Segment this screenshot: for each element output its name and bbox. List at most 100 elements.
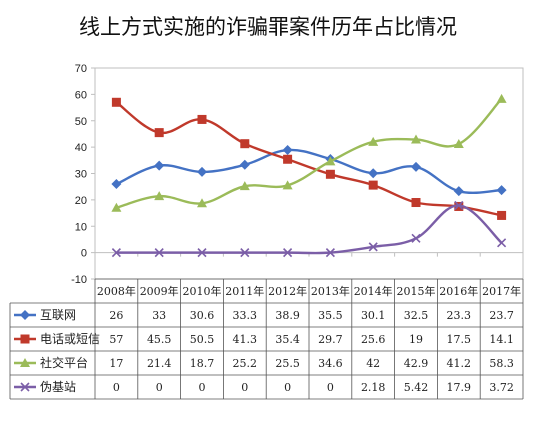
legend-key (14, 310, 36, 320)
series-layer (111, 93, 507, 258)
data-label: 0 (199, 381, 206, 394)
data-label: 50.5 (190, 333, 215, 346)
x-tick-label: 2013年 (311, 284, 350, 298)
x-tick-label: 2012年 (268, 284, 307, 298)
data-label: 33 (152, 309, 166, 322)
legend-key (14, 334, 36, 344)
data-point-square (197, 114, 207, 124)
data-point-x (454, 200, 464, 210)
data-label: 38.9 (275, 309, 300, 322)
data-label: 29.7 (318, 333, 343, 346)
data-point-triangle (20, 358, 30, 367)
data-point-x (197, 248, 207, 258)
data-point-square (325, 169, 335, 179)
data-point-triangle (111, 202, 122, 212)
series-2 (111, 97, 507, 220)
data-point-triangle (368, 136, 379, 146)
data-label: 32.5 (404, 309, 429, 322)
data-point-diamond (239, 159, 250, 170)
x-tick-label: 2008年 (97, 284, 136, 298)
data-point-x (497, 238, 507, 248)
data-label: 34.6 (318, 357, 343, 370)
data-point-diamond (111, 179, 122, 190)
data-label: 18.7 (190, 357, 215, 370)
x-tick-label: 2009年 (140, 284, 179, 298)
data-label: 57 (109, 333, 123, 346)
data-point-diamond (20, 310, 30, 320)
data-label: 26 (109, 309, 123, 322)
data-point-triangle (453, 138, 464, 148)
data-table: 2008年 2009年 2010年 2011年 2012年 2013年 2014年 2015年… (9, 278, 524, 400)
data-point-x (325, 248, 335, 258)
legend-label: 电话或短信 (40, 332, 100, 346)
data-point-triangle (197, 198, 207, 208)
series-line (116, 98, 503, 209)
data-point-triangle (411, 134, 421, 144)
data-point-x (411, 233, 421, 243)
data-point-diamond (282, 145, 293, 156)
data-label: 25.2 (233, 357, 258, 370)
data-point-diamond (197, 166, 207, 177)
data-point-diamond (368, 168, 379, 179)
series-3 (111, 93, 507, 212)
data-point-diamond (496, 185, 507, 196)
data-label: 17 (109, 357, 123, 370)
data-label: 21.4 (147, 357, 172, 370)
series-line (115, 148, 502, 194)
data-point-square (283, 154, 293, 164)
data-label: 17.9 (447, 381, 472, 394)
data-point-triangle (239, 181, 250, 191)
data-label: 58.3 (489, 357, 514, 370)
data-label: 2.18 (361, 381, 386, 394)
y-tick-label: 50 (75, 116, 87, 128)
legend-label: 社交平台 (40, 355, 88, 370)
data-label: 0 (113, 381, 120, 394)
data-label: 42.9 (404, 357, 429, 370)
y-tick-label: 60 (75, 89, 87, 101)
data-label: 30.6 (190, 309, 215, 322)
data-label: 35.4 (275, 333, 300, 346)
data-point-square (20, 334, 30, 344)
data-point-square (240, 139, 250, 149)
data-point-diamond (453, 186, 464, 197)
data-label: 30.1 (361, 309, 386, 322)
data-point-triangle (325, 156, 336, 166)
data-label: 35.5 (318, 309, 343, 322)
data-point-diamond (411, 161, 421, 172)
data-label: 25.5 (275, 357, 300, 370)
data-point-triangle (496, 93, 507, 103)
data-point-triangle (282, 180, 293, 190)
data-label: 0 (327, 381, 334, 394)
data-label: 42 (366, 357, 380, 370)
data-point-square (154, 128, 164, 138)
data-point-x (154, 248, 164, 258)
y-tick-label: 40 (75, 142, 87, 154)
legend-key (14, 358, 36, 367)
data-point-x (20, 382, 30, 392)
chart-title: 线上方式实施的诈骗罪案件历年占比情况 (79, 15, 457, 39)
y-tick-label: 70 (75, 63, 87, 75)
data-label: 0 (156, 381, 163, 394)
x-tick-label: 2016年 (439, 284, 478, 298)
data-point-square (497, 210, 507, 220)
x-tick-label: 2010年 (183, 284, 222, 298)
data-label: 5.42 (404, 381, 429, 394)
series-line (115, 101, 502, 217)
data-point-x (368, 242, 378, 252)
data-label: 33.3 (233, 309, 258, 322)
data-point-triangle (154, 191, 165, 201)
x-tick-label: 2014年 (354, 284, 393, 298)
data-point-square (111, 97, 121, 107)
data-point-x (283, 248, 293, 258)
data-label: 0 (284, 381, 291, 394)
y-tick-label: 30 (75, 169, 87, 181)
y-tick-label: -10 (71, 274, 87, 286)
y-tick-label: 0 (81, 248, 87, 260)
legend-key (14, 382, 36, 392)
legend-label: 互联网 (40, 308, 76, 322)
data-label: 0 (241, 381, 248, 394)
legend-label: 伪基站 (40, 380, 76, 394)
y-tick-label: 20 (75, 195, 87, 207)
y-axis: -10 0 10 20 30 40 50 60 70 (71, 63, 95, 286)
data-label: 19 (409, 333, 423, 346)
